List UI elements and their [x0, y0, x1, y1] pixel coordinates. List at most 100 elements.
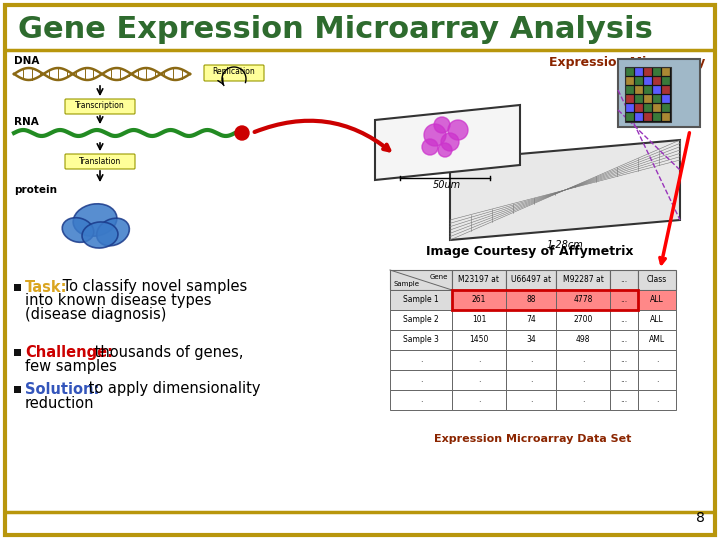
Bar — [626, 68, 634, 76]
Ellipse shape — [62, 218, 94, 242]
Text: .: . — [656, 355, 658, 364]
Text: DNA: DNA — [14, 56, 40, 66]
Text: ...: ... — [621, 275, 628, 285]
Bar — [644, 95, 652, 103]
Circle shape — [448, 120, 468, 140]
Text: 4778: 4778 — [573, 295, 593, 305]
Text: .: . — [478, 395, 480, 404]
Bar — [452, 290, 506, 310]
Bar — [556, 270, 610, 290]
Bar — [635, 77, 643, 85]
Polygon shape — [450, 140, 680, 240]
Text: few samples: few samples — [25, 359, 117, 374]
Text: 2700: 2700 — [573, 315, 593, 325]
Text: .: . — [656, 395, 658, 404]
Text: U66497 at: U66497 at — [511, 275, 551, 285]
Text: Sample: Sample — [393, 281, 419, 287]
Text: to apply dimensionality: to apply dimensionality — [84, 381, 260, 396]
FancyBboxPatch shape — [204, 65, 264, 81]
Text: (disease diagnosis): (disease diagnosis) — [25, 307, 166, 322]
Text: .: . — [582, 395, 584, 404]
Bar — [626, 113, 634, 121]
Bar — [626, 95, 634, 103]
Bar — [638, 390, 676, 410]
Bar — [618, 59, 700, 127]
Text: .: . — [420, 395, 422, 404]
Bar — [556, 370, 610, 390]
Bar — [644, 68, 652, 76]
Bar — [452, 350, 506, 370]
Bar — [390, 390, 452, 410]
Text: ...: ... — [621, 355, 628, 364]
Bar — [638, 330, 676, 350]
Text: 101: 101 — [472, 315, 486, 325]
Bar — [653, 68, 661, 76]
Bar — [638, 310, 676, 330]
Bar — [390, 270, 452, 290]
Bar — [14, 284, 21, 291]
Text: 498: 498 — [576, 335, 590, 345]
Ellipse shape — [82, 222, 118, 248]
Bar — [644, 113, 652, 121]
Text: AML: AML — [649, 335, 665, 345]
Text: Expression Microarray: Expression Microarray — [549, 56, 705, 69]
Text: ...: ... — [621, 315, 628, 325]
Bar — [635, 86, 643, 94]
Polygon shape — [375, 105, 520, 180]
Bar — [626, 104, 634, 112]
Bar — [662, 113, 670, 121]
Text: .: . — [582, 355, 584, 364]
Bar — [635, 113, 643, 121]
Bar — [452, 330, 506, 350]
Text: .: . — [656, 375, 658, 384]
Circle shape — [424, 124, 446, 146]
FancyBboxPatch shape — [65, 154, 135, 169]
Bar — [506, 330, 556, 350]
Text: thousands of genes,: thousands of genes, — [90, 345, 243, 360]
Bar — [662, 77, 670, 85]
Bar — [452, 370, 506, 390]
Text: Task:: Task: — [25, 280, 68, 294]
Text: ALL: ALL — [650, 315, 664, 325]
Text: ...: ... — [621, 375, 628, 384]
Text: M23197 at: M23197 at — [459, 275, 500, 285]
Bar — [635, 104, 643, 112]
Bar — [452, 310, 506, 330]
Text: .: . — [530, 375, 532, 384]
Bar — [662, 104, 670, 112]
Text: 50um: 50um — [433, 180, 461, 190]
Bar — [506, 310, 556, 330]
Text: 8: 8 — [696, 511, 705, 525]
Text: into known disease types: into known disease types — [25, 294, 212, 308]
Ellipse shape — [96, 218, 130, 246]
Bar — [556, 390, 610, 410]
Circle shape — [434, 117, 450, 133]
Text: 261: 261 — [472, 295, 486, 305]
Text: .: . — [478, 375, 480, 384]
Text: ALL: ALL — [650, 295, 664, 305]
Bar — [638, 290, 676, 310]
Bar — [610, 270, 638, 290]
Circle shape — [422, 139, 438, 155]
Text: .: . — [530, 395, 532, 404]
Bar — [653, 95, 661, 103]
Text: .: . — [420, 355, 422, 364]
Text: 34: 34 — [526, 335, 536, 345]
Bar — [626, 77, 634, 85]
Bar — [390, 350, 452, 370]
Bar — [610, 330, 638, 350]
Text: Gene: Gene — [430, 274, 448, 280]
Bar — [653, 77, 661, 85]
Bar — [662, 86, 670, 94]
Text: Image Courtesy of Affymetrix: Image Courtesy of Affymetrix — [426, 245, 634, 258]
Bar — [638, 370, 676, 390]
Text: Replication: Replication — [212, 68, 256, 77]
Bar — [653, 86, 661, 94]
Circle shape — [438, 143, 452, 157]
Text: .: . — [478, 355, 480, 364]
Bar — [638, 270, 676, 290]
Bar — [452, 270, 506, 290]
Text: Sample 2: Sample 2 — [403, 315, 439, 325]
Text: Gene Expression Microarray Analysis: Gene Expression Microarray Analysis — [18, 15, 653, 44]
Bar — [556, 350, 610, 370]
